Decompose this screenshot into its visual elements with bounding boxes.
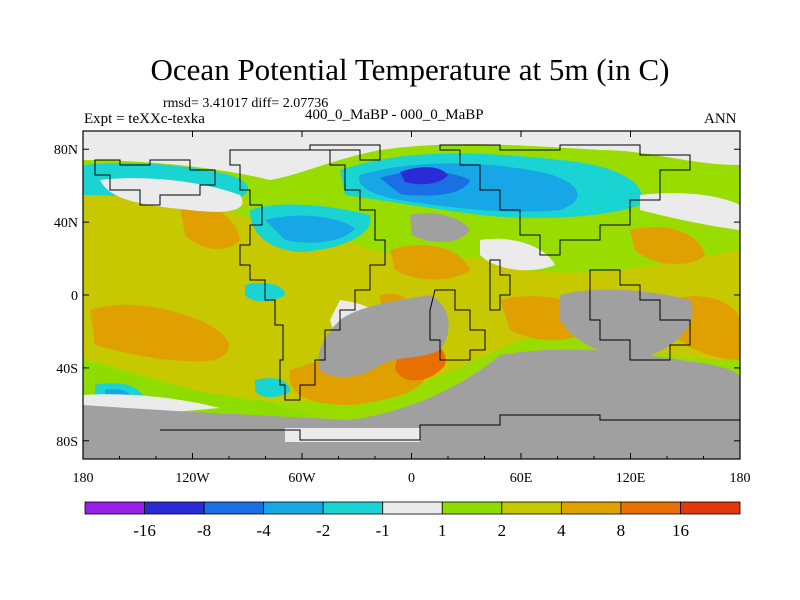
anomaly-region — [83, 131, 740, 180]
colorbar: -16 -8 -4 -2 -1 1 2 4 8 16 — [84, 501, 741, 540]
colorbar-label: -4 — [257, 521, 272, 540]
colorbar-swatch — [620, 501, 681, 515]
colorbar-swatch — [322, 501, 384, 515]
anomaly-region — [265, 215, 355, 243]
colorbar-label: 4 — [557, 521, 566, 540]
anomaly-region — [640, 193, 740, 230]
lat-tick-label: 80N — [54, 143, 78, 158]
lon-tick-label: 180 — [73, 471, 94, 486]
colorbar-swatch — [144, 501, 205, 515]
colorbar-swatch — [263, 501, 324, 515]
experiment-label: Expt = teXXc-texka — [84, 111, 205, 127]
colorbar-swatch — [680, 501, 741, 515]
land-mask — [318, 295, 449, 377]
anomaly-region — [90, 304, 230, 362]
colorbar-label: 1 — [438, 521, 447, 540]
anomaly-region — [400, 167, 448, 185]
colorbar-swatch — [560, 501, 622, 515]
colorbar-swatch — [203, 501, 265, 515]
colorbar-label: -16 — [133, 521, 156, 540]
colorbar-swatch — [84, 501, 145, 515]
lat-tick-label: 0 — [71, 289, 78, 304]
land-mask — [410, 213, 470, 242]
coastline — [489, 259, 511, 311]
field-layer — [83, 131, 740, 459]
colorbar-swatch — [501, 501, 562, 515]
colorbar-label: 2 — [498, 521, 507, 540]
anomaly-region — [180, 204, 240, 250]
coastline — [589, 269, 691, 361]
coastline — [229, 149, 386, 401]
map-title: Ocean Potential Temperature at 5m (in C) — [150, 52, 670, 87]
coastline — [309, 144, 381, 161]
colorbar-swatch — [382, 501, 443, 515]
colorbar-label: 8 — [617, 521, 626, 540]
colorbar-label: -2 — [316, 521, 330, 540]
colorbar-label: -1 — [376, 521, 390, 540]
lon-tick-label: 120E — [616, 471, 646, 486]
stats-line: rmsd= 3.41017 diff= 2.07736 — [163, 96, 329, 111]
lon-tick-label: 120W — [175, 471, 210, 486]
anomaly-region — [255, 378, 290, 398]
coastline — [160, 414, 740, 441]
colorbar-label: 16 — [672, 521, 689, 540]
land-mask — [285, 428, 420, 442]
coastline-layer — [94, 144, 740, 441]
season-label: ANN — [704, 111, 737, 127]
land-mask — [560, 289, 693, 356]
lon-tick-label: 0 — [408, 471, 415, 486]
coastline — [439, 144, 691, 256]
anomaly-region — [630, 226, 705, 265]
lon-tick-label: 180 — [730, 471, 751, 486]
anomaly-region — [390, 245, 470, 280]
lon-tick-label: 60W — [288, 471, 316, 486]
axes: 180 120W 60W 0 60E 120E 180 80N 40N 0 40S 80S — [54, 131, 751, 486]
lat-tick-label: 40S — [56, 362, 78, 377]
period-label: 400_0_MaBP - 000_0_MaBP — [305, 107, 484, 123]
lat-tick-label: 80S — [56, 435, 78, 450]
anomaly-region — [480, 238, 555, 271]
lat-tick-label: 40N — [54, 216, 78, 231]
coastline — [94, 159, 216, 206]
lon-tick-label: 60E — [510, 471, 533, 486]
colorbar-label: -8 — [197, 521, 211, 540]
land-mask — [83, 349, 740, 459]
coastline — [429, 289, 486, 361]
colorbar-swatch — [441, 501, 503, 515]
